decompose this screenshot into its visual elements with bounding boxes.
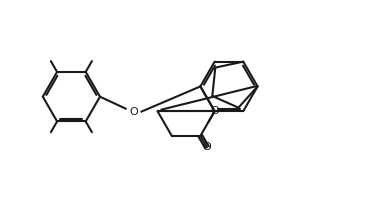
Text: O: O [130, 107, 138, 117]
Text: O: O [203, 142, 211, 152]
Text: O: O [210, 106, 219, 116]
